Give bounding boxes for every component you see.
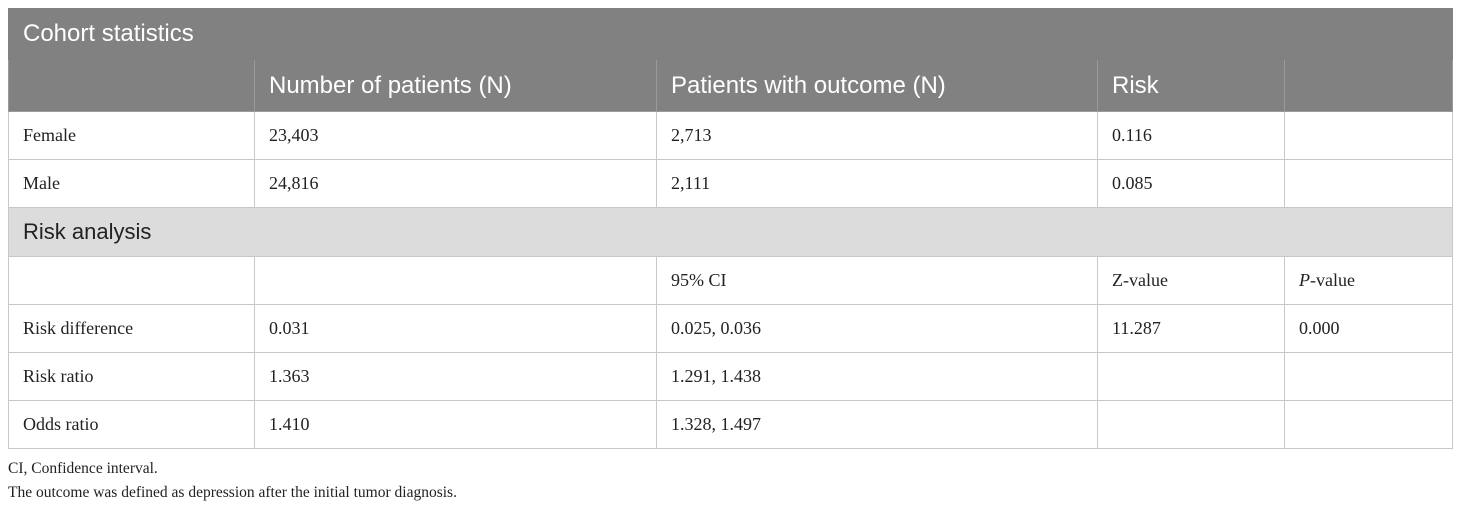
table-cell: 1.363 (254, 352, 657, 401)
row-label: Risk ratio (8, 352, 255, 401)
row-label: Male (8, 159, 255, 208)
table-cell: 0.031 (254, 304, 657, 353)
table-cell (1283, 352, 1454, 401)
row-label: Odds ratio (8, 400, 255, 449)
table-cell: 2,111 (656, 159, 1098, 208)
risk-section-title: Risk analysis (7, 207, 1454, 257)
table-cell (1097, 352, 1285, 401)
table-row: Risk difference 0.031 0.025, 0.036 11.28… (8, 304, 1454, 353)
table-row: Risk ratio 1.363 1.291, 1.438 (8, 352, 1454, 401)
table-cell: 1.410 (254, 400, 657, 449)
row-label: Risk difference (8, 304, 255, 353)
table-row: Male 24,816 2,111 0.085 (8, 159, 1454, 208)
column-header (8, 59, 255, 112)
risk-section-header: Risk analysis (7, 207, 1454, 257)
table-cell: 23,403 (254, 111, 657, 160)
column-header: Risk (1097, 59, 1285, 112)
table-cell: 0.085 (1097, 159, 1285, 208)
column-header (1283, 59, 1454, 112)
table-cell: 1.328, 1.497 (656, 400, 1098, 449)
p-value-suffix: -value (1310, 270, 1355, 290)
table-cell: 0.025, 0.036 (656, 304, 1098, 353)
table-cell: 0.000 (1283, 304, 1454, 353)
cohort-section-title: Cohort statistics (7, 8, 1454, 60)
footnote: The outcome was defined as depression af… (8, 484, 457, 501)
table-cell (1283, 400, 1454, 449)
table-cell (1283, 159, 1454, 208)
column-header: Number of patients (N) (254, 59, 657, 112)
row-label: Female (8, 111, 255, 160)
column-header: P-value (1283, 256, 1454, 305)
table-cell (1097, 400, 1285, 449)
column-header: 95% CI (656, 256, 1098, 305)
column-header (254, 256, 657, 305)
column-header: Z-value (1097, 256, 1285, 305)
statistics-table-container: Cohort statistics Number of patients (N)… (7, 8, 1454, 449)
table-cell (1283, 111, 1454, 160)
cohort-section-header: Cohort statistics (7, 8, 1454, 60)
table-footnotes: CI, Confidence interval. The outcome was… (8, 457, 457, 505)
p-italic: P (1299, 270, 1310, 290)
footnote: CI, Confidence interval. (8, 460, 158, 477)
cohort-column-headers: Number of patients (N) Patients with out… (8, 59, 1454, 112)
table-row: Female 23,403 2,713 0.116 (8, 111, 1454, 160)
table-cell: 0.116 (1097, 111, 1285, 160)
column-header (8, 256, 255, 305)
column-header: Patients with outcome (N) (656, 59, 1098, 112)
table-cell: 1.291, 1.438 (656, 352, 1098, 401)
statistics-table: Cohort statistics Number of patients (N)… (7, 8, 1454, 449)
table-cell: 11.287 (1097, 304, 1285, 353)
risk-column-headers: 95% CI Z-value P-value (8, 256, 1454, 305)
table-row: Odds ratio 1.410 1.328, 1.497 (8, 400, 1454, 449)
table-cell: 2,713 (656, 111, 1098, 160)
table-cell: 24,816 (254, 159, 657, 208)
